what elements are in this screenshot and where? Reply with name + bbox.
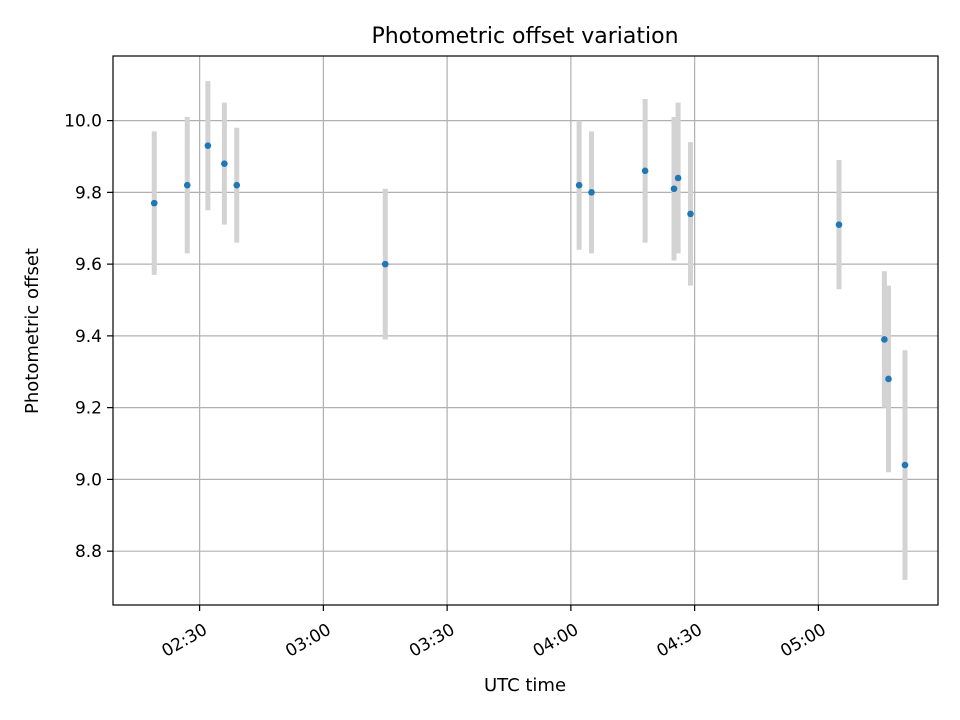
data-point	[885, 375, 892, 383]
data-point	[881, 336, 888, 343]
y-tick-label: 9.6	[75, 255, 102, 275]
y-axis-label: Photometric offset	[22, 248, 43, 414]
x-axis-label: UTC time	[484, 675, 566, 696]
data-point	[641, 167, 649, 175]
data-point	[588, 189, 595, 196]
data-point	[575, 181, 583, 189]
y-tick-label: 9.4	[75, 327, 102, 347]
y-tick-label: 9.2	[75, 399, 102, 419]
chart-title: Photometric offset variation	[371, 24, 678, 49]
data-point	[835, 221, 843, 228]
y-tick-label: 9.0	[75, 470, 102, 490]
grid-layer	[113, 56, 938, 605]
data-point	[381, 260, 389, 268]
y-tick-label: 9.8	[75, 183, 102, 203]
data-point	[687, 210, 694, 218]
data-point	[674, 174, 682, 182]
data-point	[150, 199, 158, 207]
data-point	[204, 142, 212, 150]
y-tick-label: 10.0	[64, 112, 102, 132]
plot-frame	[112, 55, 939, 606]
data-point	[233, 181, 241, 189]
data-point	[901, 461, 909, 469]
marker-layer	[150, 142, 909, 469]
y-tick-label: 8.8	[75, 542, 102, 562]
y-axis: 8.8 9.0 9.2 9.4 9.6 9.8 10.0	[64, 112, 113, 562]
data-point	[670, 185, 678, 193]
data-point	[183, 181, 191, 189]
data-point	[221, 160, 228, 167]
